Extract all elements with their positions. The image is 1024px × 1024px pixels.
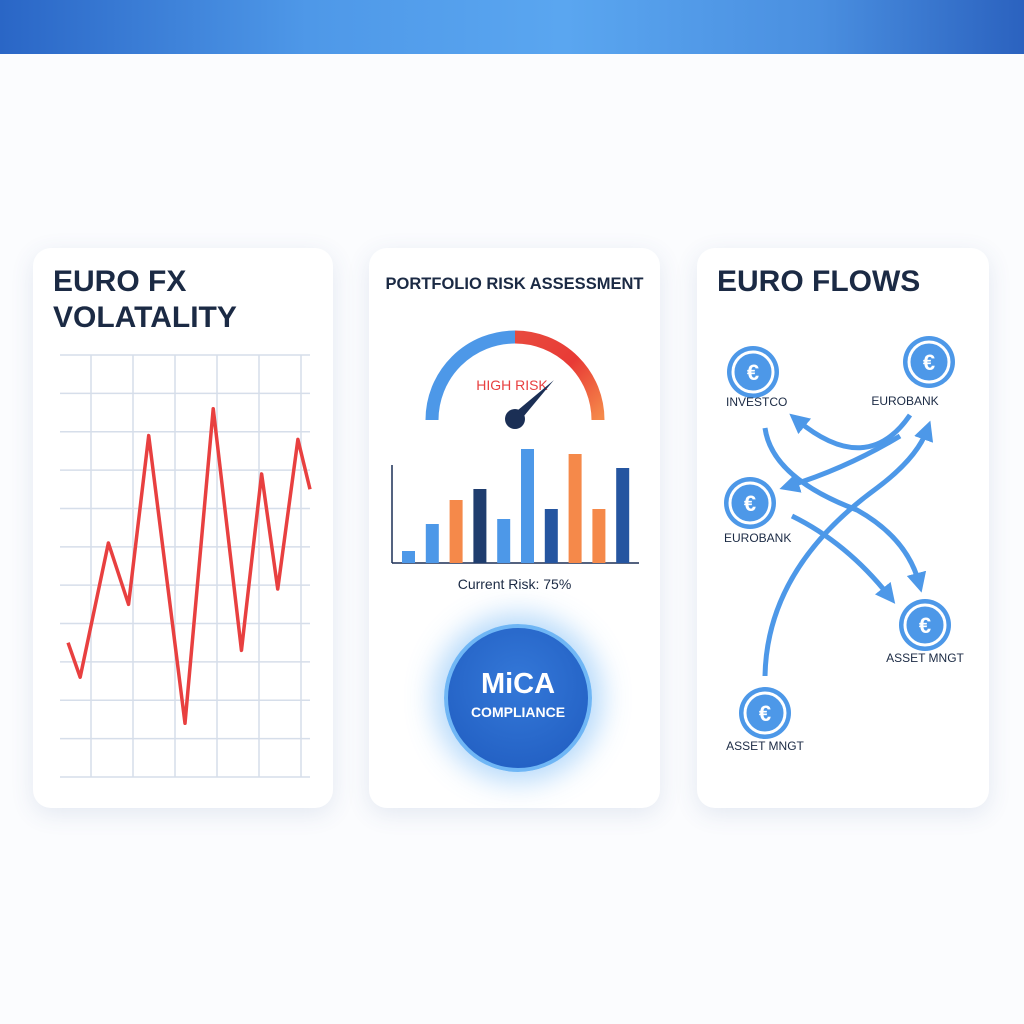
- flow-node[interactable]: € ASSET MNGT: [726, 687, 805, 753]
- node-label: EUROBANK: [871, 394, 938, 408]
- risk-title: PORTFOLIO RISK ASSESSMENT: [385, 275, 644, 293]
- flow-arrow: [779, 433, 902, 493]
- gauge-hub: [505, 409, 525, 429]
- flow-node[interactable]: € ASSET MNGT: [886, 599, 965, 665]
- flow-node[interactable]: € EUROBANK: [871, 336, 955, 408]
- bar: [521, 449, 534, 563]
- euro-symbol: €: [747, 360, 759, 385]
- coin-ring: [743, 691, 787, 735]
- bar: [592, 509, 606, 563]
- euro-symbol: €: [923, 350, 935, 375]
- coin-ring: [728, 481, 772, 525]
- title-line-2: VOLATALITY: [53, 301, 237, 334]
- flow-node[interactable]: € EUROBANK: [724, 477, 791, 545]
- gauge-label: HIGH RISK: [476, 377, 548, 393]
- bar: [425, 524, 439, 563]
- bar: [568, 454, 582, 563]
- risk-card: PORTFOLIO RISK ASSESSMENT HIGH RISK Curr…: [369, 248, 660, 808]
- compliance-label: COMPLIANCE: [470, 704, 566, 720]
- risk-bar-chart: [391, 449, 639, 564]
- coin-ring: [907, 340, 951, 384]
- flow-arrow: [790, 513, 896, 604]
- mica-label: MiCA: [480, 668, 556, 700]
- title-line-1: EURO FX: [53, 265, 187, 298]
- current-risk-text: Current Risk: 75%: [457, 576, 572, 592]
- bar: [544, 509, 558, 563]
- volatility-series-line: [66, 406, 312, 726]
- bar: [402, 551, 415, 563]
- flows-title: EURO FLOWS: [717, 265, 921, 298]
- euro-coin-icon: [903, 336, 955, 388]
- euro-symbol: €: [759, 701, 771, 726]
- top-banner: [0, 0, 1024, 54]
- gauge-low-arc: [425, 330, 516, 421]
- flow-arrow: [762, 427, 927, 593]
- flow-arrow: [789, 413, 913, 451]
- risk-gauge: HIGH RISK: [391, 330, 639, 564]
- euro-coin-icon: [899, 599, 951, 651]
- node-label: ASSET MNGT: [886, 651, 964, 665]
- flows-card: EURO FLOWS € INVESTCO € EUROBANK € EUROBANK € A…: [697, 248, 989, 808]
- flows-diagram: € INVESTCO € EUROBANK € EUROBANK € ASSET MNGT € A…: [724, 336, 965, 753]
- node-label: INVESTCO: [726, 395, 787, 409]
- euro-symbol: €: [919, 613, 931, 638]
- coin-ring: [903, 603, 947, 647]
- node-label: EUROBANK: [724, 531, 791, 545]
- bar: [497, 519, 511, 563]
- volatility-card: EURO FX VOLATALITY: [33, 248, 333, 808]
- mica-compliance-badge[interactable]: MiCA COMPLIANCE: [444, 624, 592, 772]
- euro-coin-icon: [724, 477, 776, 529]
- gauge-high-arc: [514, 330, 605, 421]
- euro-coin-icon: [739, 687, 791, 739]
- node-label: ASSET MNGT: [726, 739, 804, 753]
- bar: [473, 489, 487, 563]
- euro-coin-icon: [727, 346, 779, 398]
- flow-arrow: [762, 420, 934, 677]
- volatility-title: EURO FX VOLATALITY: [53, 264, 237, 336]
- flow-node[interactable]: € INVESTCO: [726, 346, 787, 409]
- bar: [449, 500, 463, 563]
- coin-ring: [731, 350, 775, 394]
- volatility-line-chart: [60, 354, 312, 778]
- bar: [616, 468, 630, 563]
- euro-symbol: €: [744, 491, 756, 516]
